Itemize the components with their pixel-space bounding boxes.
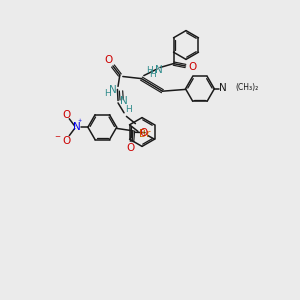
Text: H: H [104,89,111,98]
Text: (CH₃)₂: (CH₃)₂ [235,83,259,92]
Text: O: O [62,110,70,120]
Text: N: N [120,96,127,106]
Text: N: N [155,65,162,75]
Text: O: O [127,143,135,153]
Text: O: O [139,128,147,138]
Text: N: N [219,82,226,93]
Text: H: H [146,66,153,75]
Text: $^+$: $^+$ [76,119,82,125]
Text: Br: Br [140,129,151,140]
Text: H: H [149,70,156,79]
Text: N: N [109,85,117,95]
Text: O: O [188,61,196,72]
Text: H: H [125,105,132,114]
Text: N: N [73,122,80,132]
Text: $^-$O: $^-$O [53,134,72,146]
Text: O: O [104,55,112,65]
